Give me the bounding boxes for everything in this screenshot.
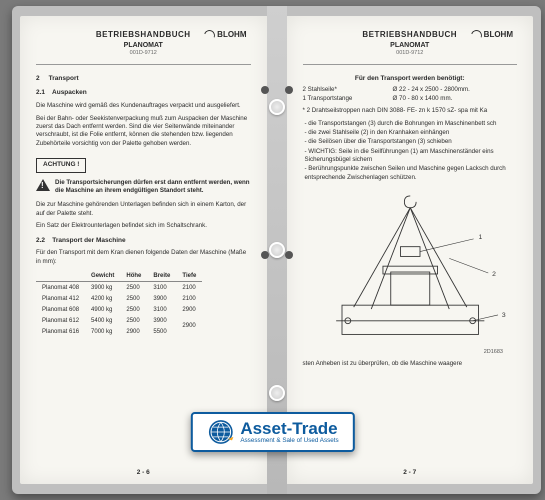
binder-ring-icon (269, 99, 285, 115)
lifting-diagram-svg: 1 2 3 (303, 188, 518, 358)
para: Für den Transport mit dem Kran dienen fo… (36, 249, 251, 266)
sec-title: Transport der Maschine (52, 237, 125, 244)
asset-trade-globe-icon (206, 418, 234, 446)
th: Breite (147, 270, 176, 282)
page-number: 2 - 6 (137, 469, 150, 478)
bullet: - die zwei Stahlseile (2) in den Kranhak… (305, 129, 518, 137)
brand-name: BLOHM (217, 30, 246, 41)
sec-title: Auspacken (52, 89, 87, 96)
th (36, 270, 85, 282)
doc-code: 001D-9712 (36, 50, 251, 57)
transport-req-heading: Für den Transport werden benötigt: (303, 75, 518, 84)
table-row: Planomat 4124200 kg250039002100 (36, 293, 202, 304)
doc-code: 001D-9712 (303, 50, 518, 57)
specs-table: Gewicht Höhe Breite Tiefe Planomat 40839… (36, 270, 202, 338)
req-row: 1 Transportstange Ø 70 - 80 x 1400 mm. (303, 95, 518, 103)
table-row: Planomat 6125400 kg250039002900 (36, 315, 202, 326)
footnote: * 2 Drahtseilstroppen nach DIN 3088- FE-… (303, 107, 518, 115)
bullet: - Berührungspunkte zwischen Seilen und M… (305, 165, 518, 182)
th: Gewicht (85, 270, 120, 282)
para: Bei der Bahn- oder Seekistenverpackung m… (36, 115, 251, 148)
sec-title: Transport (49, 75, 79, 82)
callout-3: 3 (501, 312, 505, 319)
callout-2: 2 (492, 271, 496, 278)
achtung-box: ACHTUNG ! (36, 158, 86, 173)
brand-logo: BLOHM (471, 30, 513, 41)
sec-num: 2.2 (36, 237, 45, 244)
warning-row: Die Transportsicherungen dürfen erst dan… (36, 179, 251, 196)
para: Die Maschine wird gemäß des Kundenauftra… (36, 102, 251, 110)
punch-hole (261, 251, 269, 259)
req-label: 2 Stahlseile* (303, 86, 383, 94)
warning-text: Die Transportsicherungen dürfen erst dan… (55, 179, 251, 196)
req-label: 1 Transportstange (303, 95, 383, 103)
merged-cell: 2900 (176, 315, 202, 337)
punch-hole (285, 251, 293, 259)
watermark-text: Asset-Trade Assessment & Sale of Used As… (240, 420, 338, 444)
doc-subtitle: PLANOMAT (303, 41, 518, 50)
page-number: 2 - 7 (403, 469, 416, 478)
punch-hole (261, 86, 269, 94)
bullet: - die Transportstangen (3) durch die Boh… (305, 120, 518, 128)
section-2: 2 Transport (36, 75, 251, 84)
para: Die zur Maschine gehörenden Unterlagen b… (36, 201, 251, 218)
watermark-main: Asset-Trade (240, 420, 338, 437)
bullet-list: - die Transportstangen (3) durch die Boh… (305, 120, 518, 183)
table-row: Planomat 4083900 kg250031002100 (36, 282, 202, 294)
table-header-row: Gewicht Höhe Breite Tiefe (36, 270, 202, 282)
watermark-sub: Assessment & Sale of Used Assets (240, 437, 338, 444)
logo-swoosh-icon (469, 28, 484, 43)
doc-header-right: BETRIEBSHANDBUCH PLANOMAT 001D-9712 BLOH… (303, 30, 518, 65)
req-spec: Ø 22 - 24 x 2500 - 2800mm. (393, 86, 470, 94)
logo-swoosh-icon (202, 28, 217, 43)
table-row: Planomat 6084900 kg250031002900 (36, 304, 202, 315)
brand-logo: BLOHM (204, 30, 246, 41)
sec-num: 2.1 (36, 89, 45, 96)
doc-header-left: BETRIEBSHANDBUCH PLANOMAT 001D-9712 BLOH… (36, 30, 251, 65)
section-2-2: 2.2 Transport der Maschine (36, 237, 251, 246)
bullet: - WICHTIG: Seile in die Seilführungen (1… (305, 148, 518, 165)
sec-num: 2 (36, 75, 40, 82)
brand-name: BLOHM (484, 30, 513, 41)
binder-ring-icon (269, 242, 285, 258)
th: Höhe (120, 270, 147, 282)
asset-trade-watermark: Asset-Trade Assessment & Sale of Used As… (190, 412, 354, 452)
bullet: - die Seilösen über die Transportstangen… (305, 138, 518, 146)
callout-1: 1 (478, 234, 482, 241)
binder-ring-icon (269, 385, 285, 401)
req-row: 2 Stahlseile* Ø 22 - 24 x 2500 - 2800mm. (303, 86, 518, 94)
punch-hole (285, 86, 293, 94)
caption-fragment: sten Anheben ist zu überprüfen, ob die M… (303, 360, 518, 368)
th: Tiefe (176, 270, 202, 282)
warning-triangle-icon (36, 179, 50, 191)
lifting-diagram: 1 2 3 2D1683 (303, 188, 518, 358)
figure-code: 2D1683 (484, 349, 503, 356)
para: Ein Satz der Elektrounterlagen befindet … (36, 222, 251, 230)
doc-subtitle: PLANOMAT (36, 41, 251, 50)
req-spec: Ø 70 - 80 x 1400 mm. (393, 95, 453, 103)
section-2-1: 2.1 Auspacken (36, 89, 251, 98)
